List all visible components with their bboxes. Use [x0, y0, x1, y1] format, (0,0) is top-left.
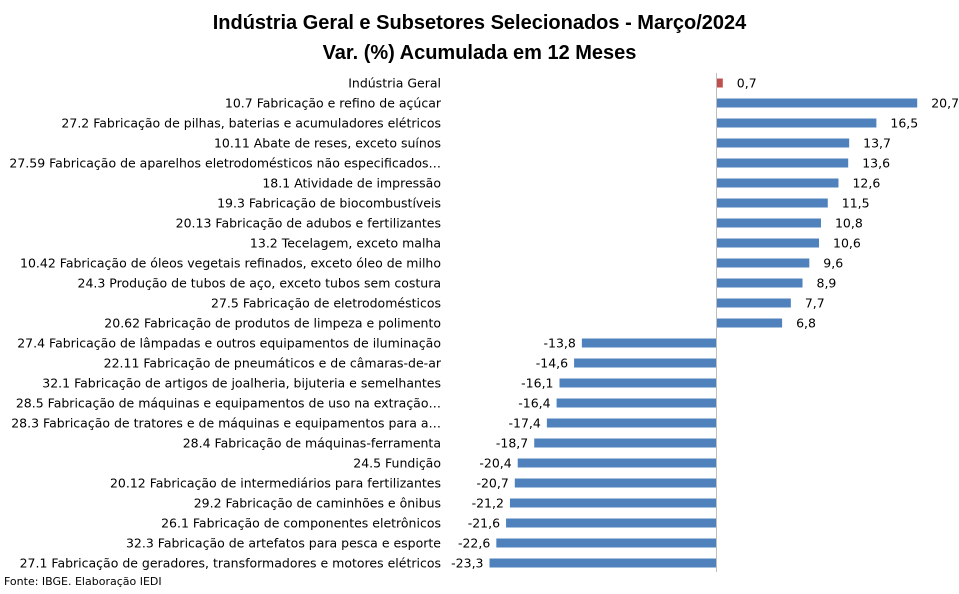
bar: [716, 198, 828, 208]
bar: [517, 458, 716, 468]
bar: [534, 438, 716, 448]
bar: [559, 378, 716, 388]
chart-subtitle: Var. (%) Acumulada em 12 Meses: [322, 42, 637, 64]
data-label: -18,7: [496, 436, 528, 451]
category-label: 10.11 Abate de reses, exceto suínos: [214, 136, 441, 151]
bar: [716, 178, 839, 188]
bar: [716, 118, 877, 128]
data-label: 20,7: [931, 96, 959, 111]
category-label: 22.11 Fabricação de pneumáticos e de câm…: [104, 356, 442, 371]
data-label: 7,7: [805, 296, 825, 311]
category-label: 27.5 Fabricação de eletrodomésticos: [211, 296, 441, 311]
data-label: 9,6: [823, 256, 843, 271]
bar: [716, 318, 783, 328]
data-label: 8,9: [817, 276, 837, 291]
data-label: -16,1: [521, 376, 553, 391]
category-label: 24.3 Produção de tubos de aço, exceto tu…: [78, 276, 442, 291]
category-label: 28.4 Fabricação de máquinas-ferramenta: [183, 436, 441, 451]
category-label: 20.13 Fabricação de adubos e fertilizant…: [176, 216, 441, 231]
bar: [716, 278, 803, 288]
data-label: -23,3: [451, 556, 483, 571]
data-label: -20,7: [476, 476, 508, 491]
bar: [509, 498, 716, 508]
category-label: 19.3 Fabricação de biocombustíveis: [217, 196, 441, 211]
category-label: 29.2 Fabricação de caminhões e ônibus: [194, 496, 441, 511]
category-label: 20.62 Fabricação de produtos de limpeza …: [104, 316, 441, 331]
category-label: 28.5 Fabricação de máquinas e equipament…: [16, 396, 441, 411]
category-label: 10.42 Fabricação de óleos vegetais refin…: [20, 256, 441, 271]
bar: [716, 98, 918, 108]
data-label: 6,8: [796, 316, 816, 331]
bar: [716, 218, 821, 228]
source-note: Fonte: IBGE. Elaboração IEDI: [4, 575, 162, 588]
data-label: -13,8: [544, 336, 576, 351]
category-label: 13.2 Tecelagem, exceto malha: [250, 236, 441, 251]
category-label: 26.1 Fabricação de componentes eletrônic…: [161, 516, 441, 531]
data-label: -21,2: [472, 496, 504, 511]
bar: [716, 298, 791, 308]
category-label: 18.1 Atividade de impressão: [262, 176, 441, 191]
bar: [506, 518, 716, 528]
bar: [574, 358, 716, 368]
bar: [581, 338, 716, 348]
category-label: 10.7 Fabricação e refino de açúcar: [225, 96, 442, 111]
bar: [716, 138, 850, 148]
category-label: 24.5 Fundição: [353, 456, 441, 471]
category-label: 32.3 Fabricação de artefatos para pesca …: [126, 536, 441, 551]
data-label: 0,7: [737, 76, 757, 91]
data-label: -20,4: [479, 456, 511, 471]
category-label: 27.59 Fabricação de aparelhos eletrodomé…: [9, 156, 441, 171]
bar: [496, 538, 716, 548]
data-label: 16,5: [890, 116, 918, 131]
data-label: -16,4: [518, 396, 550, 411]
bar: [716, 238, 820, 248]
data-label: -17,4: [509, 416, 541, 431]
category-label: Indústria Geral: [348, 76, 441, 91]
category-label: 28.3 Fabricação de tratores e de máquina…: [11, 416, 441, 431]
data-label: 10,8: [835, 216, 863, 231]
category-label: 32.1 Fabricação de artigos de joalheria,…: [42, 376, 441, 391]
data-label: 10,6: [833, 236, 861, 251]
category-label: 20.12 Fabricação de intermediários para …: [110, 476, 441, 491]
bar: [514, 478, 716, 488]
bar: [556, 398, 716, 408]
data-label: 13,7: [863, 136, 891, 151]
data-label: 12,6: [852, 176, 880, 191]
data-label: -14,6: [536, 356, 568, 371]
bar: [716, 258, 810, 268]
category-label: 27.4 Fabricação de lâmpadas e outros equ…: [17, 336, 441, 351]
chart-title: Indústria Geral e Subsetores Selecionado…: [212, 12, 747, 34]
data-label: 13,6: [862, 156, 890, 171]
bar: [489, 558, 716, 568]
data-label: -22,6: [458, 536, 490, 551]
bar: [716, 78, 723, 88]
bar: [716, 158, 849, 168]
data-label: 11,5: [842, 196, 870, 211]
bar: [546, 418, 716, 428]
data-label: -21,6: [468, 516, 500, 531]
category-label: 27.2 Fabricação de pilhas, baterias e ac…: [61, 116, 441, 131]
category-label: 27.1 Fabricação de geradores, transforma…: [20, 556, 441, 571]
